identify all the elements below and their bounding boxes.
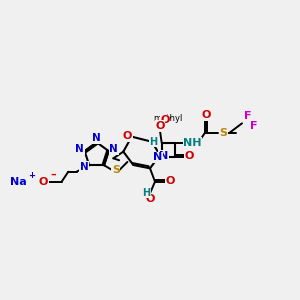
- Text: N: N: [75, 144, 84, 154]
- Text: N: N: [159, 151, 168, 161]
- Text: methyl: methyl: [153, 114, 182, 123]
- Text: N: N: [109, 144, 118, 154]
- Text: O: O: [155, 121, 165, 131]
- Text: S: S: [112, 165, 120, 175]
- Text: O: O: [39, 177, 48, 187]
- Text: NH: NH: [183, 138, 202, 148]
- Text: O: O: [201, 110, 211, 120]
- Text: N: N: [153, 152, 162, 162]
- Text: F: F: [244, 111, 252, 121]
- Text: +: +: [28, 170, 35, 179]
- Text: O: O: [155, 121, 165, 131]
- Text: O: O: [160, 115, 170, 125]
- Text: O: O: [165, 176, 175, 186]
- Text: O: O: [145, 194, 155, 204]
- Text: O: O: [184, 151, 194, 161]
- Text: H: H: [142, 188, 151, 198]
- Text: H: H: [149, 137, 158, 147]
- Text: O: O: [123, 131, 132, 141]
- Text: Na: Na: [10, 177, 27, 187]
- Text: N: N: [92, 133, 101, 143]
- Text: F: F: [250, 121, 257, 131]
- Text: S: S: [220, 128, 228, 138]
- Text: N: N: [80, 162, 88, 172]
- Text: –: –: [50, 170, 56, 180]
